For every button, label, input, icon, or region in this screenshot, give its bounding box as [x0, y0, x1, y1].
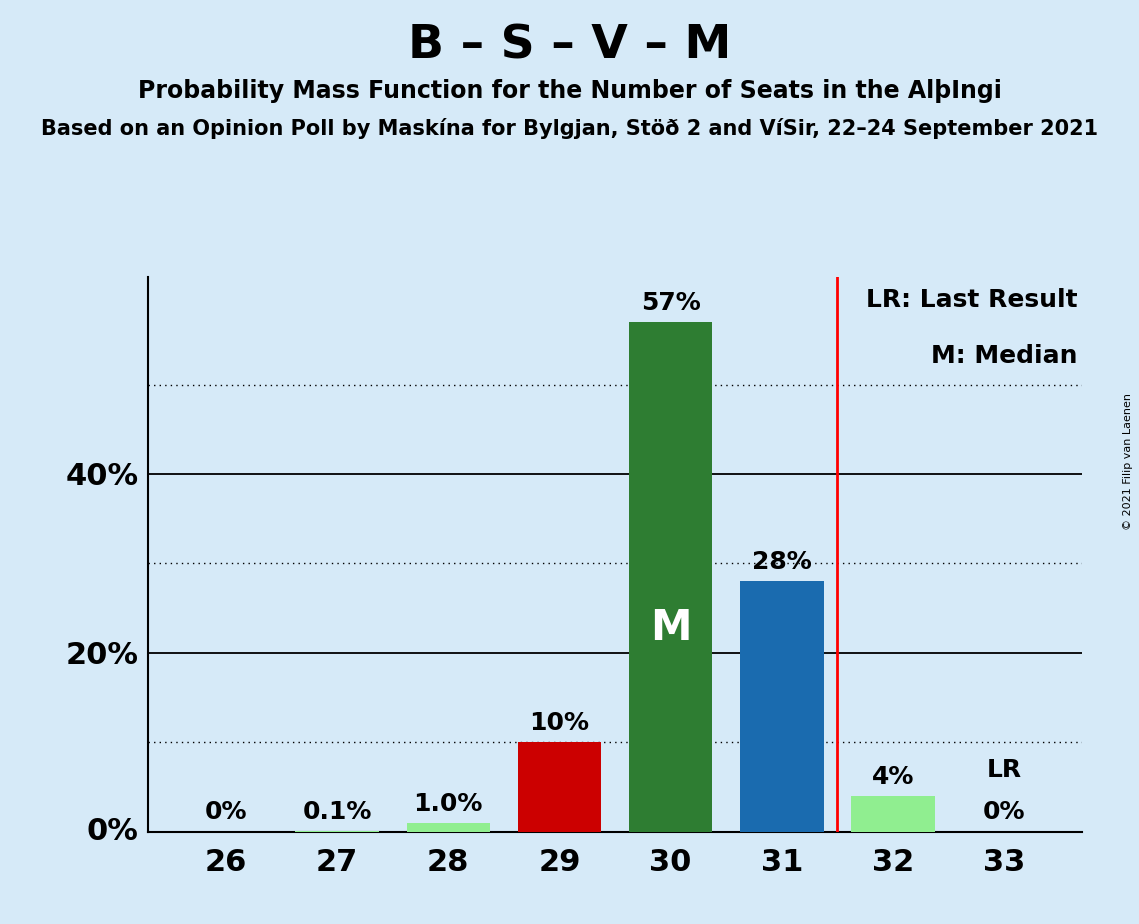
Text: Based on an Opinion Poll by Maskína for Bylgjan, Stöð 2 and VíSir, 22–24 Septemb: Based on an Opinion Poll by Maskína for … [41, 118, 1098, 140]
Text: LR: LR [986, 759, 1022, 783]
Text: 0%: 0% [87, 817, 139, 846]
Text: 57%: 57% [641, 291, 700, 315]
Text: 0%: 0% [205, 800, 247, 824]
Bar [518, 742, 601, 832]
Bar [851, 796, 935, 832]
Text: M: Median: M: Median [931, 344, 1077, 368]
Text: LR: Last Result: LR: Last Result [866, 288, 1077, 312]
Text: 0%: 0% [983, 800, 1025, 824]
Text: 10%: 10% [530, 711, 590, 735]
Bar [629, 322, 712, 832]
Text: M: M [650, 607, 691, 649]
Text: 1.0%: 1.0% [413, 792, 483, 816]
Text: 4%: 4% [871, 765, 915, 789]
Bar [740, 581, 823, 832]
Text: 28%: 28% [752, 550, 812, 574]
Text: © 2021 Filip van Laenen: © 2021 Filip van Laenen [1123, 394, 1133, 530]
Text: B – S – V – M: B – S – V – M [408, 23, 731, 68]
Text: Probability Mass Function for the Number of Seats in the AlþIngi: Probability Mass Function for the Number… [138, 79, 1001, 103]
Bar [407, 822, 490, 832]
Text: 0.1%: 0.1% [302, 799, 371, 823]
